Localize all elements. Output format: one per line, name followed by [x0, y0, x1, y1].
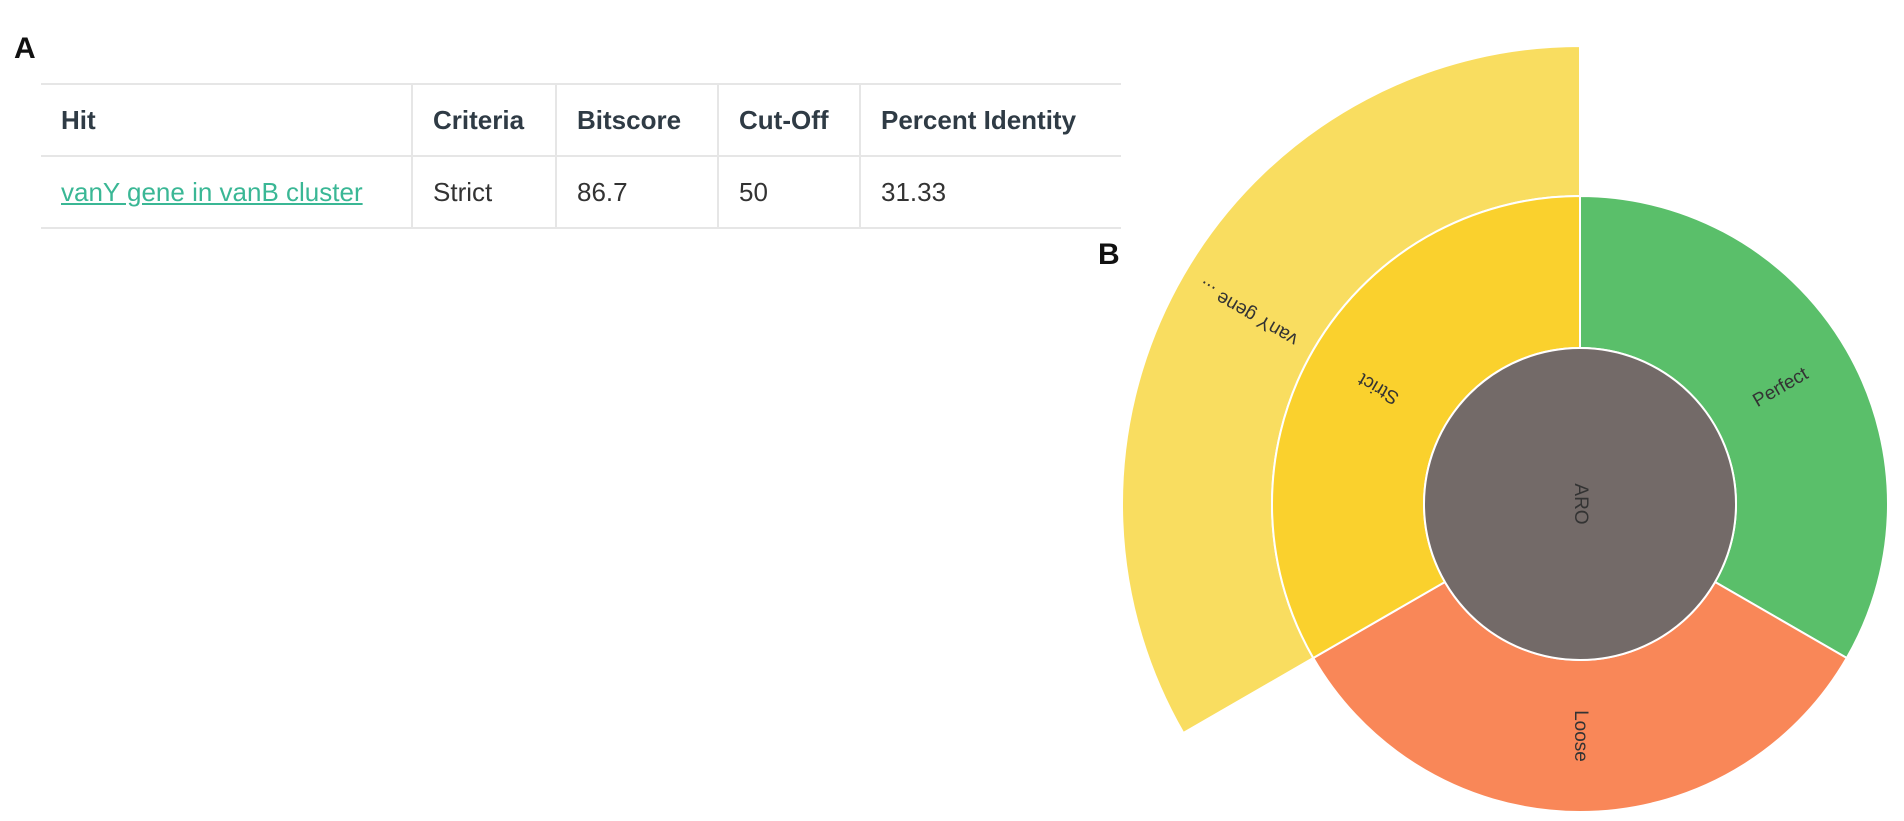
center-label: ARO — [1570, 483, 1591, 524]
hit-link[interactable]: vanY gene in vanB cluster — [61, 176, 363, 207]
column-header-bitscore[interactable]: Bitscore — [555, 83, 719, 157]
panel-label-b: B — [1098, 238, 1120, 271]
results-table: Hit Criteria Bitscore Cut-Off Percent Id… — [41, 83, 1121, 229]
segment-label-loose: Loose — [1570, 710, 1591, 762]
percent-identity-cell: 31.33 — [859, 155, 1121, 229]
column-header-cutoff[interactable]: Cut-Off — [717, 83, 861, 157]
column-header-criteria[interactable]: Criteria — [411, 83, 557, 157]
panel-label-a: A — [14, 32, 36, 65]
bitscore-cell: 86.7 — [555, 155, 719, 229]
center-segment-aro[interactable] — [1423, 347, 1737, 661]
hit-cell: vanY gene in vanB cluster — [41, 155, 413, 229]
table-header-row: Hit Criteria Bitscore Cut-Off Percent Id… — [41, 83, 1121, 157]
column-header-percent-identity[interactable]: Percent Identity — [859, 83, 1121, 157]
criteria-cell: Strict — [411, 155, 557, 229]
column-header-hit[interactable]: Hit — [41, 83, 413, 157]
cutoff-cell: 50 — [717, 155, 861, 229]
table-row: vanY gene in vanB cluster Strict 86.7 50… — [41, 155, 1121, 229]
